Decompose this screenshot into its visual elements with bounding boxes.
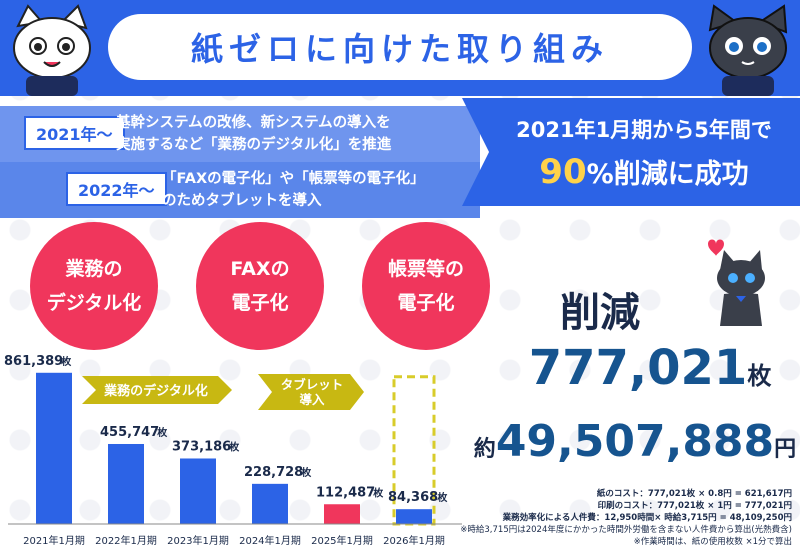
bar-5 bbox=[324, 504, 360, 524]
circle-1-line2: デジタル化 bbox=[46, 292, 142, 314]
circle-2-line1: FAXの bbox=[230, 258, 290, 280]
bar-2 bbox=[108, 443, 144, 524]
bar-value-unit-1: 枚 bbox=[61, 355, 72, 368]
page-title: 紙ゼロに向けた取り組み bbox=[108, 14, 692, 80]
black-cat-mascot-icon bbox=[708, 4, 788, 96]
bar-value-unit-4: 枚 bbox=[301, 466, 312, 479]
bar-value-label-1: 861,389 bbox=[4, 354, 63, 369]
bar-value-label-4: 228,728 bbox=[244, 465, 303, 480]
annotation-arrow-tablet bbox=[258, 374, 364, 410]
bar-value-label-6: 84,368 bbox=[388, 490, 438, 505]
timeline-2021-line2: 実施するなど「業務のデジタル化」を推進 bbox=[116, 137, 392, 153]
timeline-text-2021: 基幹システムの改修、新システムの導入を 実施するなど「業務のデジタル化」を推進 bbox=[116, 112, 391, 156]
year-tag-2022: 2022年〜 bbox=[66, 172, 167, 206]
annotation-label-tablet-line2: 導入 bbox=[299, 392, 325, 407]
circle-fax-digital: FAXの 電子化 bbox=[196, 222, 324, 350]
result-percent: 90 bbox=[539, 152, 587, 192]
circle-3-line1: 帳票等の bbox=[387, 258, 464, 280]
reduce-label: 削減 bbox=[560, 290, 640, 336]
cost-notes: 紙のコスト：777,021枚 × 0.8円 = 621,617円 印刷のコスト：… bbox=[460, 488, 792, 548]
timeline-text-2022: 「FAXの電子化」や「帳票等の電子化」 のためタブレットを導入 bbox=[162, 168, 425, 212]
note-labor-cost: 業務効率化による人件費：12,950時間× 時給3,715円 = 48,109,… bbox=[502, 513, 792, 523]
bar-3 bbox=[180, 458, 216, 524]
bar-value-unit-6: 枚 bbox=[437, 491, 448, 504]
white-cat-mascot-icon bbox=[13, 4, 91, 96]
bar-6 bbox=[396, 509, 432, 524]
reduced-cost-prefix: 約 bbox=[473, 437, 496, 462]
circle-forms-digital: 帳票等の 電子化 bbox=[362, 222, 490, 350]
circle-1-line1: 業務の bbox=[65, 258, 123, 280]
baseline-reference-box bbox=[392, 375, 436, 526]
reduced-sheets-unit: 枚 bbox=[747, 362, 772, 390]
note-hourly-rate: ※時給3,715円は2024年度にかかった時間外労働を含まない人件費から算出(光… bbox=[460, 525, 792, 535]
annotation-label-digital: 業務のデジタル化 bbox=[103, 383, 208, 399]
result-text: 削減に成功 bbox=[613, 159, 749, 190]
circle-business-digital: 業務の デジタル化 bbox=[30, 222, 158, 350]
result-line1: 2021年1月期から5年間で bbox=[516, 118, 772, 142]
annotation-label-tablet-line1: タブレット bbox=[281, 377, 344, 392]
year-tag-2021: 2021年〜 bbox=[24, 116, 125, 150]
bar-value-unit-5: 枚 bbox=[373, 486, 384, 499]
bar-chart: 業務のデジタル化 タブレット導入861,389枚2021年1月期455,747枚2… bbox=[4, 354, 462, 547]
result-line2: 90%削減に成功 bbox=[494, 152, 794, 192]
result-percent-sign: % bbox=[586, 159, 614, 190]
circle-3-line2: 電子化 bbox=[397, 292, 455, 314]
note-print-cost: 印刷のコスト：777,021枚 × 1円 = 777,021円 bbox=[597, 501, 792, 511]
timeline-2022-line1: 「FAXの電子化」や「帳票等の電子化」 bbox=[162, 171, 425, 187]
result-banner bbox=[462, 98, 800, 206]
bar-value-unit-3: 枚 bbox=[229, 440, 240, 453]
x-tick-label-3: 2023年1月期 bbox=[167, 534, 229, 547]
note-work-time: ※作業時間は、紙の使用枚数 ×1分で算出 bbox=[633, 537, 792, 547]
bar-value-unit-2: 枚 bbox=[157, 426, 168, 439]
x-tick-label-5: 2025年1月期 bbox=[311, 534, 373, 547]
bar-value-label-2: 455,747 bbox=[100, 425, 159, 440]
note-paper-cost: 紙のコスト：777,021枚 × 0.8円 = 621,617円 bbox=[596, 489, 792, 499]
reduced-cost-value: 49,507,888 bbox=[495, 416, 775, 467]
reduced-sheets: 777,021枚 bbox=[510, 340, 790, 396]
bar-1 bbox=[36, 372, 72, 524]
annotation-arrow-digital bbox=[82, 376, 232, 404]
bar-4 bbox=[252, 483, 288, 524]
black-cat-heart-icon bbox=[708, 239, 765, 326]
x-tick-label-2: 2022年1月期 bbox=[95, 534, 157, 547]
reduced-sheets-value: 777,021 bbox=[528, 340, 748, 396]
x-tick-label-1: 2021年1月期 bbox=[23, 534, 85, 547]
x-tick-label-6: 2026年1月期 bbox=[383, 534, 445, 547]
x-tick-label-4: 2024年1月期 bbox=[239, 534, 301, 547]
timeline-2021-line1: 基幹システムの改修、新システムの導入を bbox=[116, 115, 391, 131]
circle-2-line2: 電子化 bbox=[231, 292, 289, 314]
reduced-cost-unit: 円 bbox=[774, 437, 797, 462]
bar-value-label-3: 373,186 bbox=[172, 439, 231, 454]
timeline-2022-line2: のためタブレットを導入 bbox=[162, 193, 322, 209]
bar-value-label-5: 112,487 bbox=[316, 485, 375, 500]
reduced-cost: 約49,507,888円 bbox=[470, 416, 800, 467]
